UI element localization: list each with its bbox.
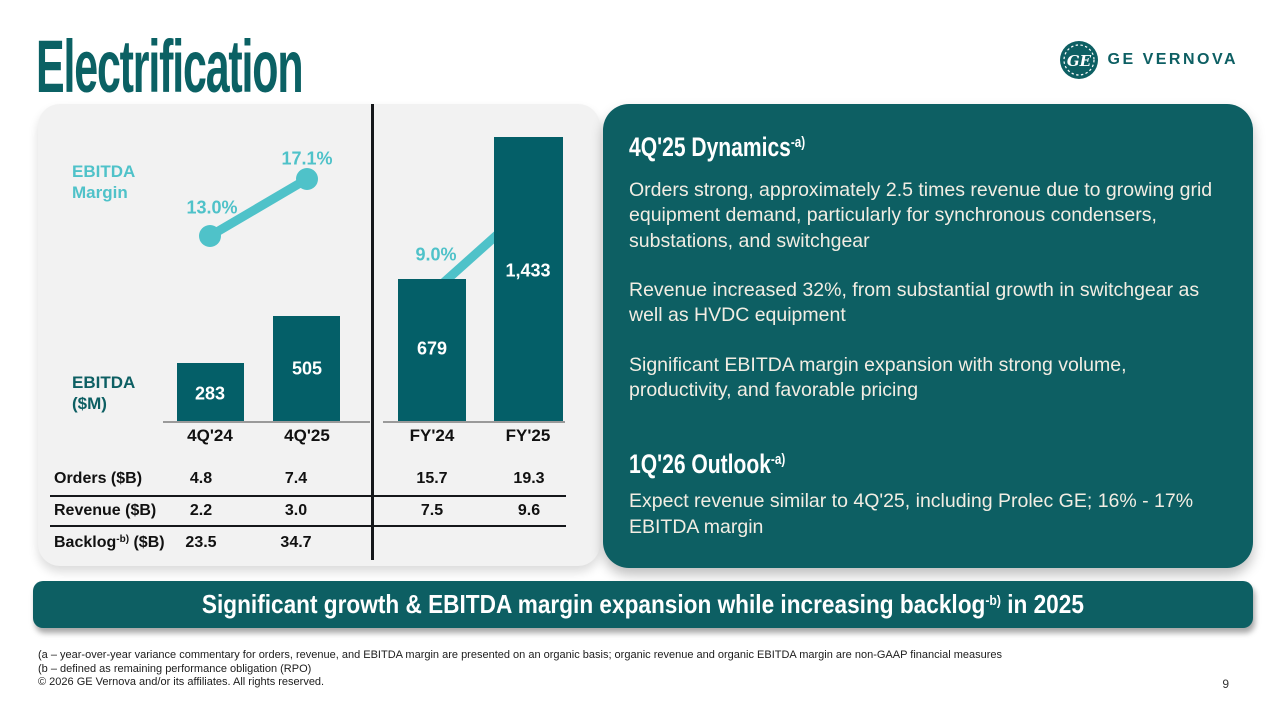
footnote-b: (b – defined as remaining performance ob…: [38, 662, 312, 675]
margin-label-4q24: 13.0%: [186, 197, 238, 218]
footnote-a: (a – year-over-year variance commentary …: [38, 649, 1003, 661]
table-cell: 3.0: [284, 502, 308, 519]
margin-label-fy24: 9.0%: [415, 244, 457, 265]
banner-sup: -b): [985, 592, 1002, 608]
margin-point-4q24: [199, 225, 221, 247]
dynamics-heading-text: 4Q'25 Dynamics: [629, 132, 791, 162]
ebitda-value-4q25: 505: [291, 358, 323, 379]
backlog-label-sup: -b): [116, 534, 130, 545]
orders-label-text: Orders ($B): [54, 470, 143, 487]
table-cell: 19.3: [513, 470, 545, 487]
ebitda-value-4q24: 283: [194, 383, 226, 404]
ebitda-value-fy24: 679: [416, 338, 448, 359]
banner-main-text: Significant growth & EBITDA margin expan…: [201, 589, 986, 619]
dynamics-paragraph: Revenue increased 32%, from substantial …: [629, 279, 1200, 327]
key-message-banner: Significant growth & EBITDA margin expan…: [33, 581, 1253, 628]
ebitda-axis-label: EBITDA ($M): [72, 373, 136, 413]
page-number: 9: [1222, 677, 1229, 691]
margin-point-4q25: [296, 168, 318, 190]
table-cell: 7.4: [284, 470, 308, 487]
commentary-panel: 4Q'25 Dynamics-a) Orders strong, approxi…: [603, 104, 1253, 568]
ebitda-chart-card: EBITDA Margin EBITDA ($M) 13.0% 17.1% 9.…: [38, 104, 600, 566]
outlook-heading-sup: -a): [770, 451, 786, 469]
copyright: © 2026 GE Vernova and/or its affiliates.…: [38, 676, 325, 688]
key-message-text: Significant growth & EBITDA margin expan…: [202, 589, 1084, 620]
table-cell: 34.7: [280, 534, 312, 551]
table-cell: 4.8: [189, 470, 213, 487]
ebitda-margin-axis-label: EBITDA Margin: [72, 162, 136, 202]
banner-suffix: in 2025: [1001, 589, 1085, 619]
table-cell: 15.7: [416, 470, 448, 487]
table-rule: [50, 495, 566, 497]
table-row-label-orders: Orders ($B): [54, 470, 142, 488]
ge-monogram-icon: GE: [1059, 41, 1098, 79]
dynamics-heading-sup: -a): [790, 134, 806, 151]
svg-text:GE: GE: [1066, 52, 1091, 70]
table-row-label-revenue: Revenue ($B): [54, 502, 156, 520]
brand-wordmark: GE VERNOVA: [1107, 51, 1238, 68]
table-cell: 7.5: [420, 502, 444, 519]
ge-vernova-logo: GE GE VERNOVA: [1059, 40, 1239, 80]
dynamics-paragraph: Significant EBITDA margin expansion with…: [629, 353, 1127, 402]
page-title: Electrification: [36, 25, 304, 108]
ebitda-bar-fy24: [398, 279, 466, 422]
category-fy25: FY'25: [505, 426, 551, 445]
table-cell: 2.2: [189, 502, 213, 519]
margin-label-4q25: 17.1%: [281, 148, 333, 169]
footnotes: (a – year-over-year variance commentary …: [38, 649, 1002, 690]
axis-baseline-quarter: [163, 421, 370, 423]
ebitda-bar-4q25: [273, 316, 340, 422]
axis-baseline-fy: [383, 421, 565, 423]
outlook-heading: 1Q'26 Outlook-a): [629, 449, 1094, 480]
dynamics-heading: 4Q'25 Dynamics-a): [629, 132, 1094, 163]
outlook-paragraph: Expect revenue similar to 4Q'25, includi…: [629, 490, 1194, 538]
backlog-label-text: Backlog: [54, 534, 117, 551]
backlog-label-post: ($B): [129, 534, 165, 551]
quarter-fy-divider: [371, 104, 374, 560]
category-fy24: FY'24: [409, 426, 455, 445]
table-row-label-backlog: Backlog-b) ($B): [54, 534, 165, 552]
category-4q24: 4Q'24: [187, 426, 233, 445]
dynamics-paragraph: Orders strong, approximately 2.5 times r…: [629, 179, 1213, 252]
ebitda-bar-4q24: [177, 363, 244, 422]
outlook-heading-text: 1Q'26 Outlook: [629, 449, 771, 480]
table-cell: 23.5: [185, 534, 217, 551]
ebitda-value-fy25: 1,433: [505, 260, 551, 281]
table-cell: 9.6: [517, 502, 541, 519]
revenue-label-text: Revenue ($B): [54, 502, 157, 519]
table-rule: [50, 525, 566, 527]
category-4q25: 4Q'25: [284, 426, 330, 445]
ebitda-bar-fy25: [494, 137, 563, 422]
